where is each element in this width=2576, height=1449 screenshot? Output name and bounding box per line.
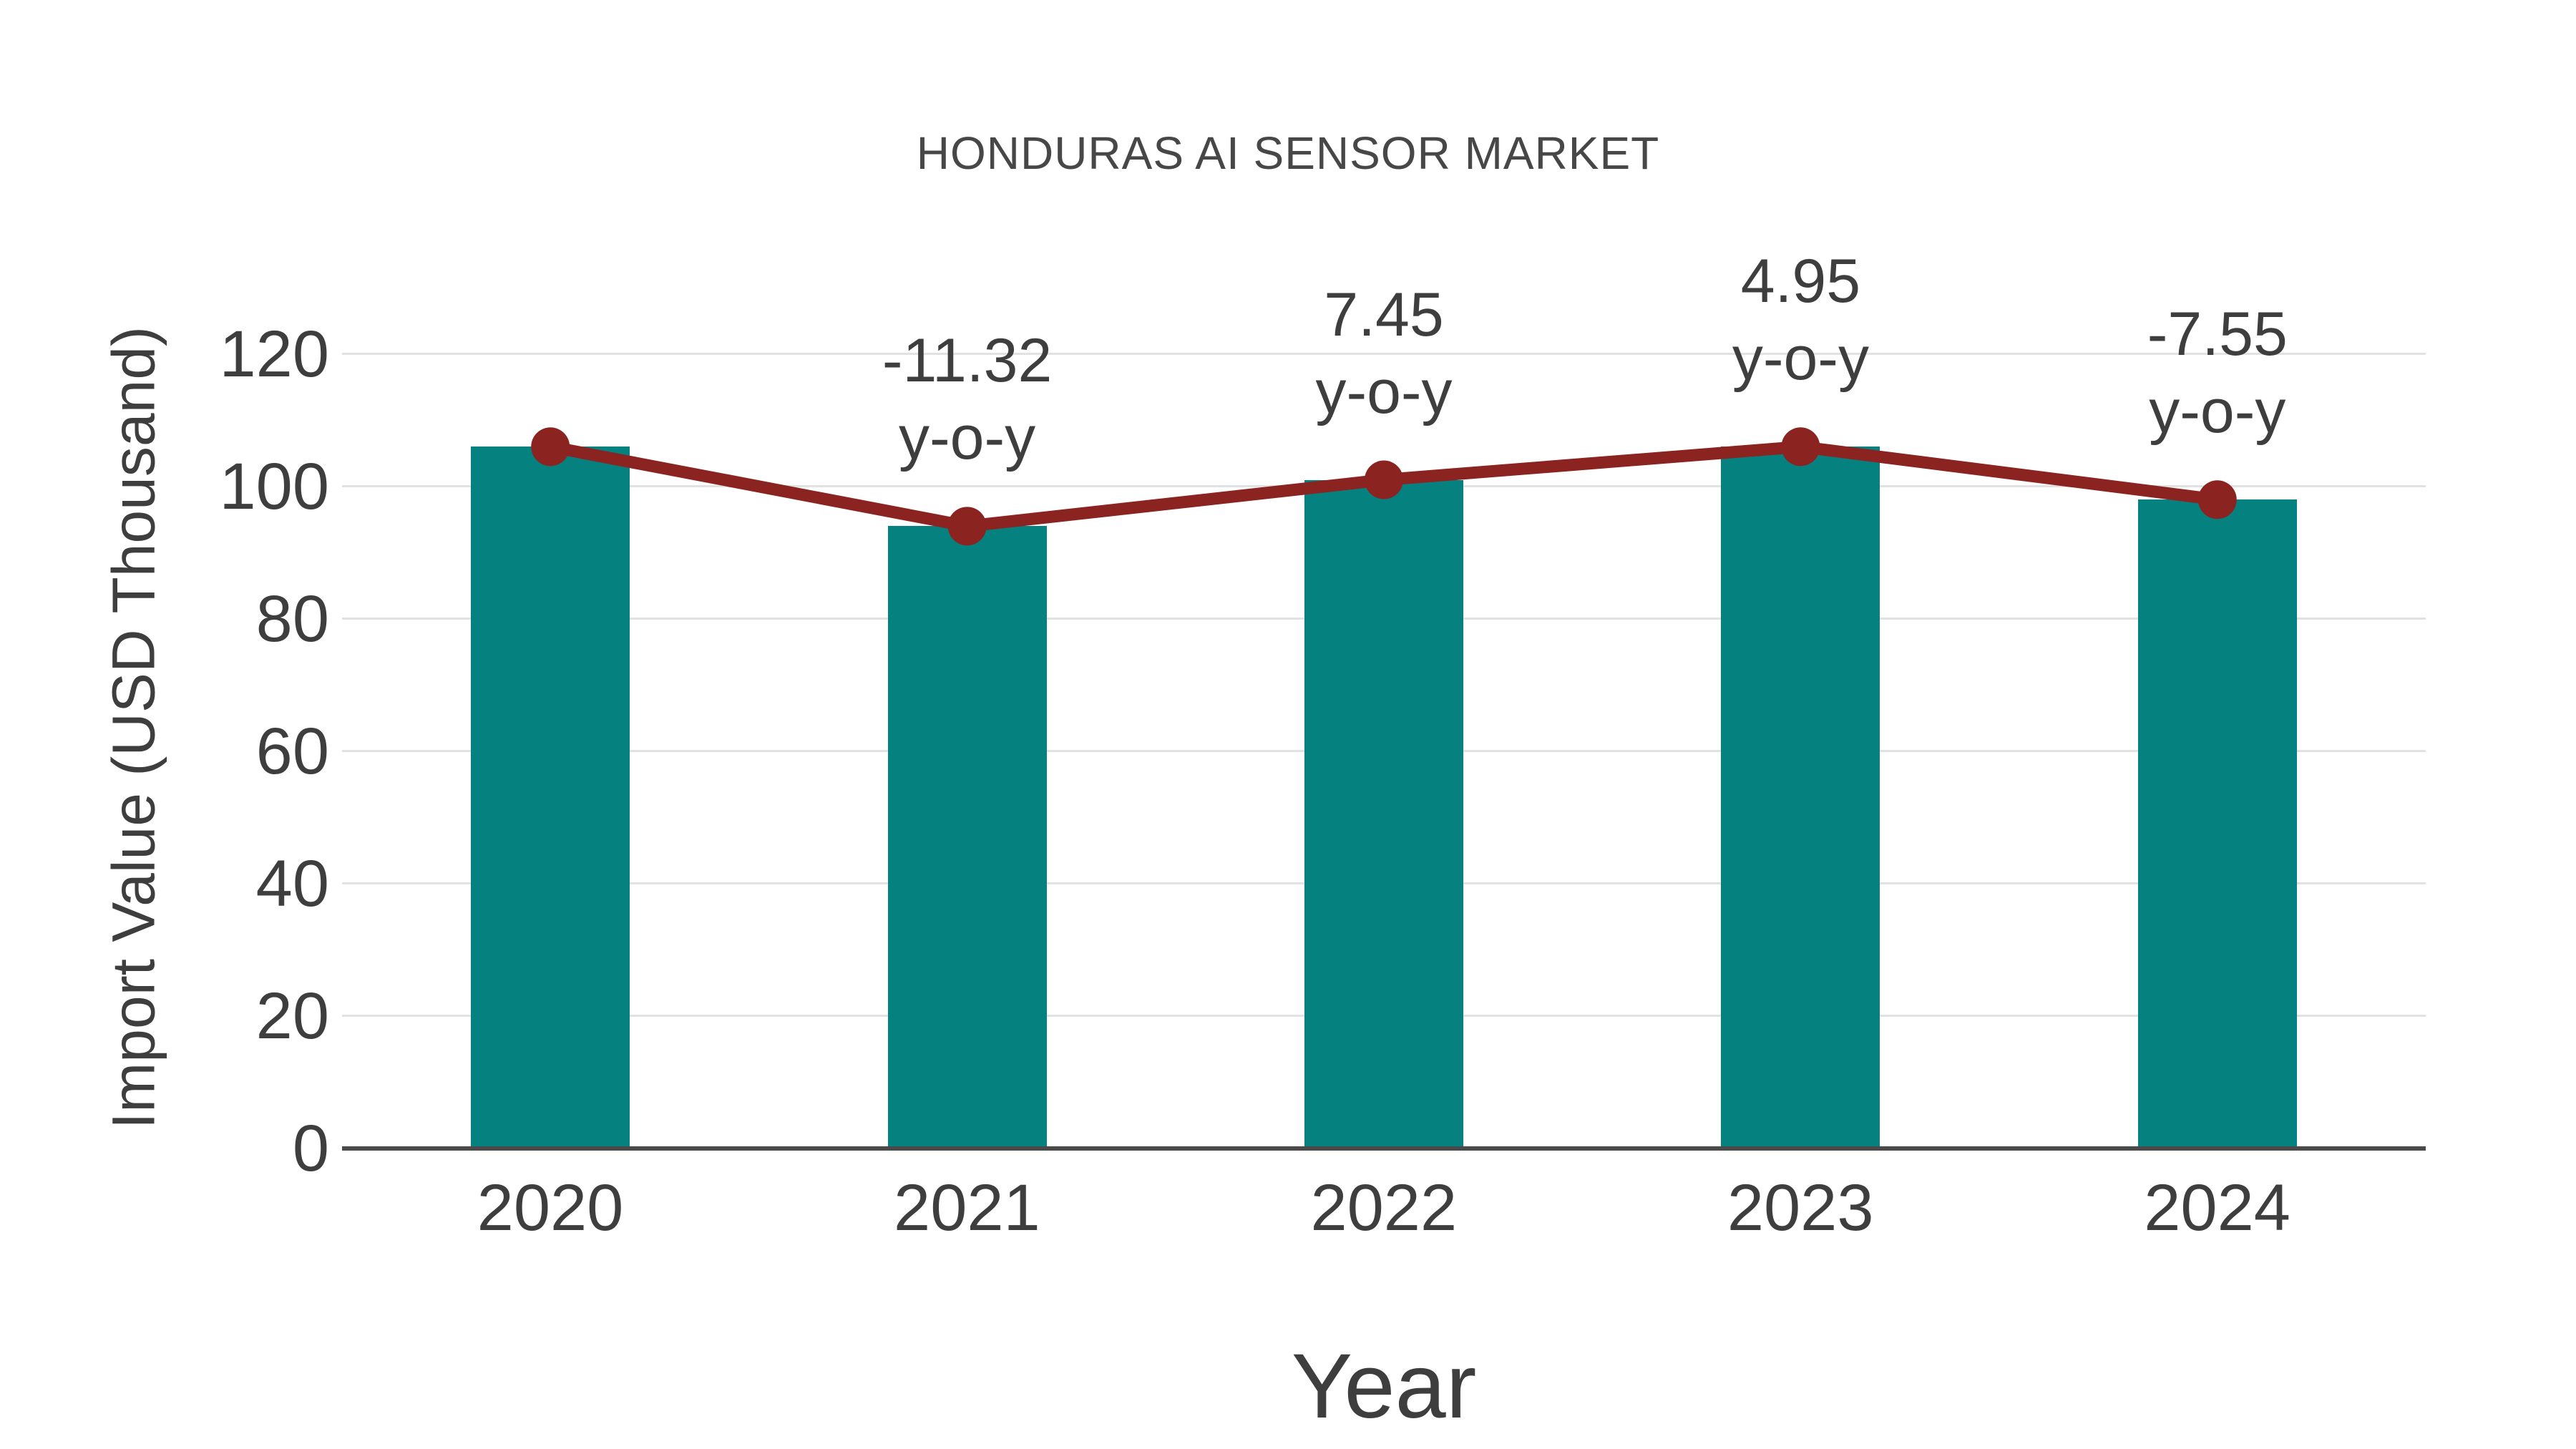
yoy-annotation-2021: -11.32 y-o-y xyxy=(882,322,1052,477)
annotation-line: y-o-y xyxy=(1732,324,1869,394)
x-axis-title: Year xyxy=(1291,1335,1477,1438)
line-marker-2021 xyxy=(947,507,987,546)
y-tick-label: 80 xyxy=(255,582,329,655)
y-tick-label: 60 xyxy=(255,714,329,788)
line-marker-2023 xyxy=(1781,427,1820,467)
x-tick-label: 2020 xyxy=(477,1171,624,1244)
annotation-line: y-o-y xyxy=(1315,357,1453,426)
yoy-annotation-2023: 4.95 y-o-y xyxy=(1732,243,1869,397)
bar-2024 xyxy=(2137,499,2297,1148)
annotation-line: y-o-y xyxy=(899,404,1036,473)
bar-2023 xyxy=(1721,447,1880,1148)
yoy-annotation-2022: 7.45 y-o-y xyxy=(1315,276,1452,431)
x-tick-label: 2022 xyxy=(1310,1171,1458,1244)
line-marker-2020 xyxy=(531,427,570,467)
bar-2022 xyxy=(1304,479,1463,1148)
annotation-line: y-o-y xyxy=(2149,377,2286,447)
annotation-line: -11.32 xyxy=(882,326,1053,396)
x-axis-line xyxy=(342,1146,2426,1151)
annotation-line: 4.95 xyxy=(1740,247,1861,316)
x-tick-label: 2023 xyxy=(1727,1171,1874,1244)
yoy-annotation-2024: -7.55 y-o-y xyxy=(2147,296,2288,450)
y-tick-label: 120 xyxy=(219,317,330,391)
y-tick-label: 40 xyxy=(255,847,329,920)
bar-2021 xyxy=(887,526,1047,1148)
y-tick-label: 100 xyxy=(219,449,330,523)
line-marker-2022 xyxy=(1365,460,1403,499)
annotation-line: -7.55 xyxy=(2147,300,2288,369)
line-marker-2024 xyxy=(2197,480,2237,519)
annotation-line: 7.45 xyxy=(1324,280,1444,349)
x-tick-label: 2024 xyxy=(2144,1171,2290,1244)
x-tick-label: 2021 xyxy=(894,1171,1040,1244)
plot-area: -11.32 y-o-y 7.45 y-o-y 4.95 y-o-y -7.55 y-o-y xyxy=(342,247,2426,1151)
gridline xyxy=(342,353,2426,356)
bar-2020 xyxy=(471,447,630,1148)
y-tick-label: 20 xyxy=(255,979,329,1053)
y-tick-label: 0 xyxy=(292,1112,329,1185)
chart-title: HONDURAS AI SENSOR MARKET xyxy=(916,127,1660,179)
line-series xyxy=(531,427,2237,546)
